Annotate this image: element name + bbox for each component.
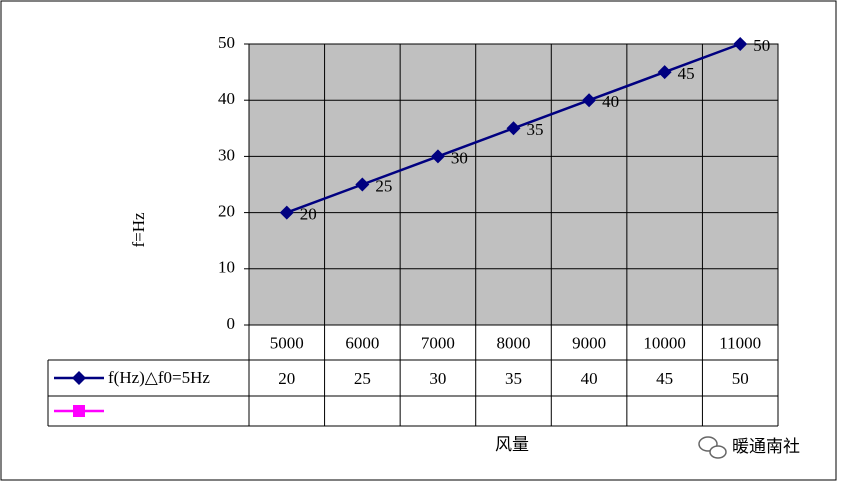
data-label: 45 <box>678 64 695 83</box>
y-tick-label: 10 <box>218 258 235 277</box>
legend-label: f(Hz)△f0=5Hz <box>108 368 210 387</box>
data-point <box>657 65 672 80</box>
data-label: 40 <box>602 92 619 111</box>
legend-marker <box>72 371 86 385</box>
y-axis-label: f=Hz <box>129 212 148 248</box>
table-value: 50 <box>732 369 749 388</box>
y-tick-label: 50 <box>218 33 235 52</box>
data-label: 20 <box>300 205 317 224</box>
x-tick-label: 11000 <box>719 333 761 352</box>
data-point <box>582 93 597 108</box>
x-tick-label: 5000 <box>270 333 304 352</box>
watermark-icon <box>698 436 727 459</box>
data-point <box>279 205 294 220</box>
y-tick-label: 20 <box>218 202 235 221</box>
x-tick-label: 6000 <box>345 333 379 352</box>
data-label: 35 <box>527 120 544 139</box>
table-value: 20 <box>278 369 295 388</box>
data-label: 30 <box>451 148 468 167</box>
data-point <box>506 121 521 136</box>
x-tick-label: 9000 <box>572 333 606 352</box>
data-point <box>430 149 445 164</box>
table-value: 35 <box>505 369 522 388</box>
table-value: 25 <box>354 369 371 388</box>
table-value: 30 <box>429 369 446 388</box>
x-axis-label: 风量 <box>495 435 529 455</box>
x-tick-label: 7000 <box>421 333 455 352</box>
table-value: 45 <box>656 369 673 388</box>
y-tick-label: 0 <box>227 314 236 333</box>
data-point <box>733 37 748 51</box>
data-label: 50 <box>753 36 770 55</box>
x-tick-label: 8000 <box>497 333 531 352</box>
table-value: 40 <box>581 369 598 388</box>
data-label: 25 <box>375 176 392 195</box>
x-tick-label: 10000 <box>643 333 686 352</box>
y-tick-label: 30 <box>218 145 235 164</box>
y-tick-label: 40 <box>218 89 235 108</box>
legend-marker <box>73 405 85 417</box>
watermark: 暖通南社 <box>732 437 800 457</box>
data-point <box>355 177 370 192</box>
plot-area <box>248 43 779 326</box>
